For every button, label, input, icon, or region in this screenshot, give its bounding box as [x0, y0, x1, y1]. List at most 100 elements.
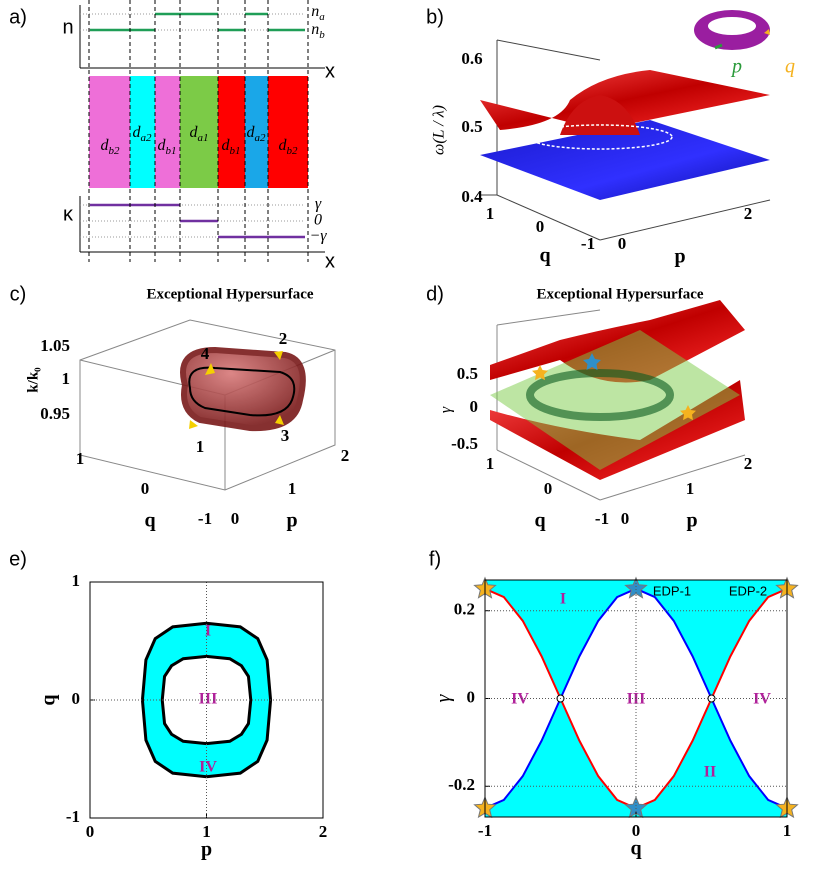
sub: b1: [230, 145, 241, 157]
sub: a: [319, 11, 325, 23]
label: n: [62, 16, 73, 38]
star: [624, 576, 648, 599]
sub-label: na: [311, 3, 325, 23]
sub-label: nb: [311, 21, 325, 41]
annotation: IV: [511, 691, 529, 708]
label: Exceptional Hypersurface: [146, 286, 313, 302]
label: 0: [621, 509, 630, 528]
label: a): [9, 6, 27, 28]
inset-q: q: [785, 56, 795, 78]
sub: a2: [141, 132, 153, 144]
label: 0: [544, 479, 553, 498]
y-tick-label: 0: [72, 689, 81, 708]
label: 2: [279, 329, 288, 348]
label: c): [10, 283, 27, 305]
sub: b2: [109, 145, 121, 157]
y-axis-label: γ: [433, 693, 455, 702]
label: k/k₀: [25, 367, 41, 393]
label: 1: [288, 479, 297, 498]
dome: [560, 95, 640, 135]
label: 0.4: [461, 187, 483, 206]
label: q: [144, 510, 155, 532]
label: ω(L / λ): [431, 105, 448, 155]
base: n: [311, 3, 319, 20]
x-tick-label: 0: [632, 821, 641, 840]
y-tick-label: -0.2: [448, 775, 475, 794]
label: 0.5: [461, 117, 482, 136]
label: 2: [744, 204, 753, 223]
label: 2: [341, 446, 350, 465]
label: 1: [76, 449, 85, 468]
label: 0: [231, 509, 240, 528]
base: d: [279, 137, 288, 154]
panel-b: [480, 10, 771, 241]
label: 0.5: [457, 364, 478, 383]
label: 0: [536, 217, 545, 236]
label: -1: [595, 509, 609, 528]
annotation: III: [199, 691, 218, 708]
base: n: [311, 21, 319, 38]
base: d: [247, 124, 256, 141]
annotation: EDP-2: [729, 583, 767, 598]
sub: a1: [198, 132, 209, 144]
label: x: [325, 60, 335, 82]
label: 2: [744, 454, 753, 473]
y-tick-label: 1: [72, 571, 81, 590]
annotation: IV: [199, 759, 217, 776]
label: -0.5: [451, 434, 478, 453]
label: κ: [63, 203, 74, 225]
label: 3: [281, 426, 290, 445]
label: 0: [314, 212, 322, 229]
axes-frame: [484, 579, 788, 818]
label: 0: [470, 397, 479, 416]
base: d: [190, 124, 199, 141]
axes-frame: [89, 581, 324, 819]
panel-c: [79, 319, 336, 491]
y-tick-label: 0: [467, 687, 476, 706]
label: 1: [196, 437, 205, 456]
x-tick-label: 2: [319, 822, 328, 841]
x-axis-label: p: [201, 839, 212, 861]
sub-label: db2: [279, 137, 299, 157]
label: 4: [201, 344, 210, 363]
panel-label: e): [9, 548, 27, 570]
x-tick-label: 1: [783, 821, 792, 840]
panel-label: f): [429, 548, 441, 570]
inset-p: p: [730, 56, 742, 78]
base: d: [158, 137, 167, 154]
label: 1: [486, 204, 495, 223]
annotation: III: [627, 691, 646, 708]
label: Exceptional Hypersurface: [536, 286, 703, 302]
label: γ: [438, 406, 455, 413]
lower-band: [480, 120, 770, 200]
label: p: [674, 246, 685, 268]
annotation: I: [560, 591, 566, 608]
sub-label: da2: [247, 124, 267, 144]
x-axis-label: q: [630, 838, 641, 860]
y-tick-label: -1: [66, 807, 80, 826]
sub: a2: [255, 132, 267, 144]
sub: b2: [287, 145, 299, 157]
label: 0.6: [461, 49, 482, 68]
sub: b1: [166, 145, 177, 157]
label: p: [286, 510, 297, 532]
label: γ: [315, 196, 322, 213]
label: −γ: [309, 228, 327, 245]
sub-label: da2: [133, 124, 153, 144]
upper-band: [480, 70, 770, 130]
label: q: [539, 245, 550, 267]
label: q: [534, 510, 545, 532]
annotation: IV: [753, 691, 771, 708]
label: -1: [198, 509, 212, 528]
x-tick-label: 0: [86, 822, 95, 841]
base: d: [133, 124, 142, 141]
base: d: [222, 137, 231, 154]
annotation: II: [704, 764, 716, 781]
label: 1: [62, 369, 71, 388]
label: 1: [686, 479, 695, 498]
y-axis-label: q: [38, 694, 60, 705]
x-tick-label: 1: [202, 822, 211, 841]
sub: b: [319, 29, 325, 41]
x-tick-label: -1: [478, 821, 492, 840]
